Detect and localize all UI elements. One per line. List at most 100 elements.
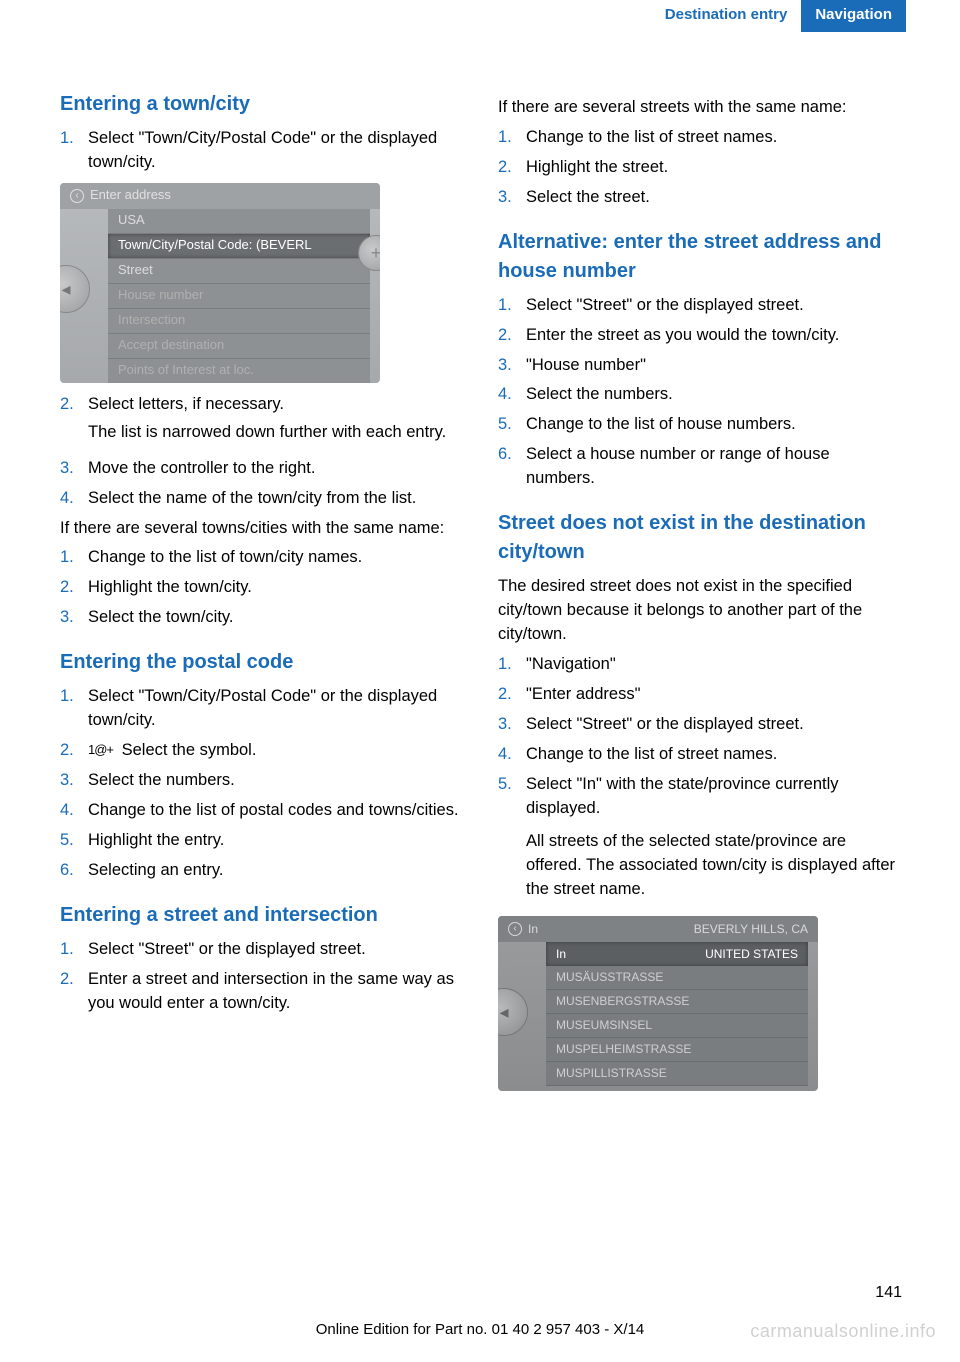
list-item: MUSPELHEIMSTRASSE xyxy=(546,1038,808,1062)
list-item: 2."Enter address" xyxy=(498,683,900,707)
list-item: 2.Highlight the street. xyxy=(498,156,900,180)
step-text: Select the numbers. xyxy=(88,769,462,793)
sel-left: In xyxy=(556,946,566,963)
symbol-icon: 1@+ xyxy=(88,741,113,760)
watermark: carmanualsonline.info xyxy=(750,1321,936,1342)
left-column: Entering a town/city 1. Select "Town/Cit… xyxy=(60,90,462,1101)
screenshot-title-left: In xyxy=(528,921,538,938)
list-item: 6.Selecting an entry. xyxy=(60,859,462,883)
step-number: 1. xyxy=(60,685,88,733)
step-text: Select "Town/City/Postal Code" or the di… xyxy=(88,685,462,733)
menu-item: Street xyxy=(108,259,370,284)
list-item: 5.Highlight the entry. xyxy=(60,829,462,853)
step-number: 3. xyxy=(60,606,88,630)
list-item: 1."Navigation" xyxy=(498,653,900,677)
step-text: Select "Town/City/Postal Code" or the di… xyxy=(88,127,462,175)
step-text: Move the controller to the right. xyxy=(88,457,462,481)
step-text: 1@+ Select the symbol. xyxy=(88,739,462,763)
page-number: 141 xyxy=(875,1284,902,1302)
town-steps-c: 1.Change to the list of town/city names.… xyxy=(60,546,462,630)
back-icon: ‹ xyxy=(508,922,522,936)
menu-item-selected: Town/City/Postal Code: (BEVERL xyxy=(108,234,370,259)
menu-item: House number xyxy=(108,284,370,309)
sel-right: UNITED STATES xyxy=(705,946,798,963)
step-number: 4. xyxy=(60,799,88,823)
postal-steps: 1.Select "Town/City/Postal Code" or the … xyxy=(60,685,462,882)
step-text: Enter a street and intersection in the s… xyxy=(88,968,462,1016)
step-number: 2. xyxy=(498,156,526,180)
step-text: Enter the street as you would the town/c… xyxy=(526,324,900,348)
step-number: 1. xyxy=(498,294,526,318)
step-text: Select "In" with the state/province curr… xyxy=(526,773,900,909)
list-item: 3. Move the controller to the right. xyxy=(60,457,462,481)
paragraph: If there are several towns/cities with t… xyxy=(60,517,462,541)
step-text: Change to the list of town/city names. xyxy=(88,546,462,570)
step-text: Select the street. xyxy=(526,186,900,210)
heading-street-intersection: Entering a street and intersection xyxy=(60,901,462,930)
step-text: Select a house number or range of house … xyxy=(526,443,900,491)
list-item: MUSENBERGSTRASSE xyxy=(546,990,808,1014)
list-item: 1. Select "Town/City/Postal Code" or the… xyxy=(60,127,462,175)
list-item: 2.1@+ Select the symbol. xyxy=(60,739,462,763)
step-text: Select "Street" or the displayed street. xyxy=(526,294,900,318)
step-main: Select the symbol. xyxy=(122,741,257,759)
step-number: 2. xyxy=(60,576,88,600)
heading-postal-code: Entering the postal code xyxy=(60,648,462,677)
step-number: 6. xyxy=(498,443,526,491)
list-item: 3.Select the town/city. xyxy=(60,606,462,630)
list-item: 3."House number" xyxy=(498,354,900,378)
step-number: 5. xyxy=(498,413,526,437)
step-number: 2. xyxy=(498,324,526,348)
right-column: If there are several streets with the sa… xyxy=(498,90,900,1101)
list-item: 3.Select "Street" or the displayed stree… xyxy=(498,713,900,737)
list-item: 1.Select "Town/City/Postal Code" or the … xyxy=(60,685,462,733)
step-number: 3. xyxy=(498,713,526,737)
screenshot-title: Enter address xyxy=(90,186,171,205)
same-street-steps: 1.Change to the list of street names. 2.… xyxy=(498,126,900,210)
step-number: 3. xyxy=(498,186,526,210)
nav-screenshot-enter-address: ‹ Enter address ◂ + USA Town/City/Postal… xyxy=(60,183,380,383)
list-item: 2.Highlight the town/city. xyxy=(60,576,462,600)
step-text: "Enter address" xyxy=(526,683,900,707)
heading-alternative: Alternative: enter the street address an… xyxy=(498,228,900,286)
step-text: Change to the list of postal codes and t… xyxy=(88,799,462,823)
step-text: Selecting an entry. xyxy=(88,859,462,883)
list-item: 1.Select "Street" or the displayed stree… xyxy=(60,938,462,962)
step-number: 2. xyxy=(60,968,88,1016)
step-sub: All streets of the selected state/provin… xyxy=(526,830,900,902)
heading-entering-town: Entering a town/city xyxy=(60,90,462,119)
step-text: Select the town/city. xyxy=(88,606,462,630)
nav-screenshot-street-list: ‹ In BEVERLY HILLS, CA ◂ In UNITED STATE… xyxy=(498,916,818,1091)
alt-steps: 1.Select "Street" or the displayed stree… xyxy=(498,294,900,491)
step-text: Change to the list of street names. xyxy=(526,126,900,150)
list-item: 2. Select letters, if necessary. The lis… xyxy=(60,393,462,451)
header-tab-section: Destination entry xyxy=(651,0,802,32)
list-item: 5. Select "In" with the state/province c… xyxy=(498,773,900,909)
step-number: 4. xyxy=(498,743,526,767)
list-item: MUSPILLISTRASSE xyxy=(546,1062,808,1086)
step-number: 4. xyxy=(60,487,88,511)
list-item: 5.Change to the list of house numbers. xyxy=(498,413,900,437)
step-number: 2. xyxy=(60,739,88,763)
step-number: 3. xyxy=(60,457,88,481)
list-item: MUSEUMSINSEL xyxy=(546,1014,808,1038)
step-number: 3. xyxy=(498,354,526,378)
list-item: 4.Select the numbers. xyxy=(498,383,900,407)
town-steps-b: 2. Select letters, if necessary. The lis… xyxy=(60,393,462,511)
list-item: 2.Enter a street and intersection in the… xyxy=(60,968,462,1016)
step-number: 2. xyxy=(60,393,88,451)
list-item: 3.Select the numbers. xyxy=(60,769,462,793)
list-item: 1.Change to the list of town/city names. xyxy=(60,546,462,570)
paragraph: The desired street does not exist in the… xyxy=(498,575,900,647)
heading-street-not-exist: Street does not exist in the destination… xyxy=(498,509,900,567)
step-text: Highlight the entry. xyxy=(88,829,462,853)
step-number: 5. xyxy=(498,773,526,909)
screenshot-title-right: BEVERLY HILLS, CA xyxy=(694,921,808,938)
list-item: 1.Select "Street" or the displayed stree… xyxy=(498,294,900,318)
page-header: Destination entry Navigation xyxy=(651,0,906,32)
step-sub: The list is narrowed down further with e… xyxy=(88,421,462,445)
controller-icon: ◂ xyxy=(498,988,528,1036)
step-text: Highlight the town/city. xyxy=(88,576,462,600)
step-number: 2. xyxy=(498,683,526,707)
step-text: Select the numbers. xyxy=(526,383,900,407)
